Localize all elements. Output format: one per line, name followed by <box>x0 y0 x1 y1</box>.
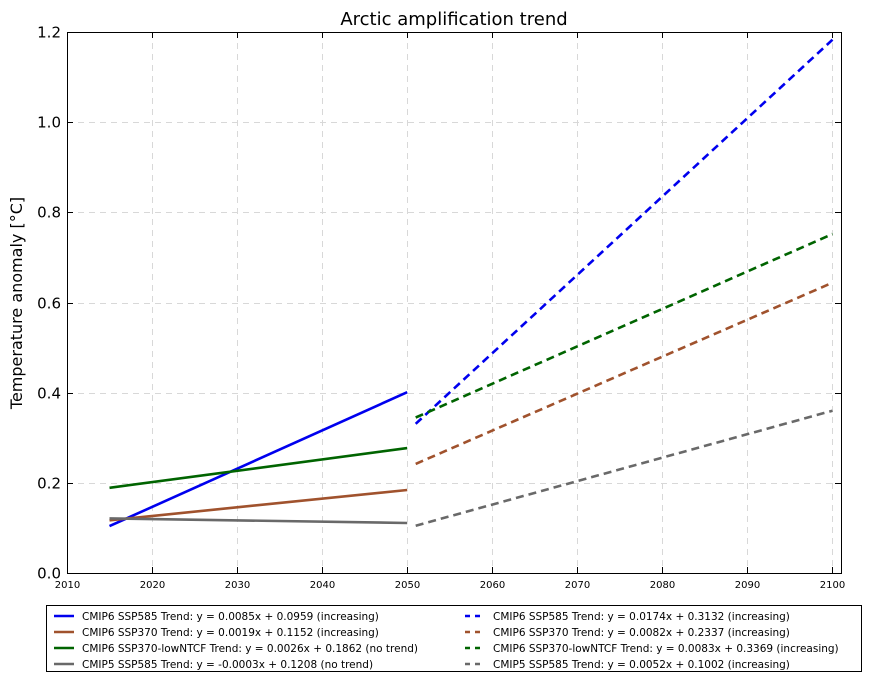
x-tick-label: 2010 <box>55 580 80 591</box>
y-tick-label: 0.2 <box>37 475 61 493</box>
axis-ticks: 2010 2020 2030 2040 2050 2060 2070 2080 2090 2100… <box>37 24 845 592</box>
x-tick-label: 2050 <box>395 580 420 591</box>
series-lines <box>108 38 834 528</box>
y-tick-label: 0.0 <box>37 565 61 583</box>
legend-label-2: CMIP6 SSP370 Trend: y = 0.0019x + 0.1152… <box>82 627 379 639</box>
series-line-4 <box>109 517 408 525</box>
x-tick-label: 2020 <box>140 580 165 591</box>
series-line-5 <box>414 38 834 425</box>
x-tick-label: 2100 <box>820 580 845 591</box>
chart-title: Arctic amplification trend <box>340 9 567 30</box>
x-tick-label: 2080 <box>650 580 675 591</box>
legend-label-4: CMIP5 SSP585 Trend: y = -0.0003x + 0.120… <box>82 659 373 671</box>
grid-lines <box>67 32 841 573</box>
x-tick-label: 2090 <box>735 580 760 591</box>
series-line-2 <box>109 488 408 522</box>
legend-label-6: CMIP6 SSP370 Trend: y = 0.0082x + 0.2337… <box>493 627 790 639</box>
series-line-1 <box>108 391 408 528</box>
legend: CMIP6 SSP585 Trend: y = 0.0085x + 0.0959… <box>46 605 862 672</box>
series-line-7 <box>415 232 834 419</box>
legend-label-7: CMIP6 SSP370-lowNTCF Trend: y = 0.0083x … <box>493 643 839 655</box>
y-tick-label: 1.2 <box>37 24 61 42</box>
legend-label-5: CMIP6 SSP585 Trend: y = 0.0174x + 0.3132… <box>493 611 790 623</box>
legend-box <box>46 605 862 672</box>
x-tick-label: 2060 <box>480 580 505 591</box>
y-tick-label: 0.8 <box>37 204 61 222</box>
x-tick-label: 2040 <box>310 580 335 591</box>
y-tick-label: 1.0 <box>37 114 61 132</box>
series-line-8 <box>415 409 833 527</box>
x-tick-label: 2030 <box>225 580 250 591</box>
x-tick-label: 2070 <box>565 580 590 591</box>
y-tick-label: 0.6 <box>37 295 61 313</box>
series-line-3 <box>109 446 408 490</box>
legend-label-3: CMIP6 SSP370-lowNTCF Trend: y = 0.0026x … <box>82 643 418 655</box>
y-tick-label: 0.4 <box>37 385 61 403</box>
legend-label-8: CMIP5 SSP585 Trend: y = 0.0052x + 0.1002… <box>493 659 790 671</box>
y-axis-label: Temperature anomaly [°C] <box>7 197 26 410</box>
series-line-6 <box>415 281 834 466</box>
legend-label-1: CMIP6 SSP585 Trend: y = 0.0085x + 0.0959… <box>82 611 379 623</box>
